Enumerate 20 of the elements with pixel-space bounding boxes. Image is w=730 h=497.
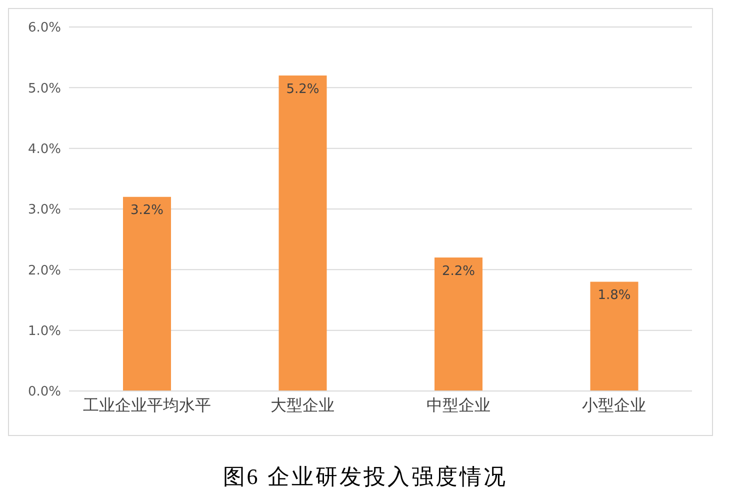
x-tick-label: 小型企业 [582,395,646,414]
data-label: 3.2% [130,203,164,218]
x-tick-label: 中型企业 [426,395,490,414]
y-tick-label: 1.0% [28,324,61,339]
x-tick-label: 大型企业 [270,395,335,414]
data-label: 1.8% [598,288,631,304]
y-tick-label: 3.0% [28,202,61,218]
bar [590,282,638,391]
y-tick-label: 6.0% [28,20,61,36]
data-label: 2.2% [442,264,476,279]
y-tick-label: 4.0% [28,142,61,157]
y-tick-label: 2.0% [28,263,61,278]
bar [123,196,171,391]
bar [278,76,327,391]
text: 图6 企业研发投入强度情况 [222,463,508,491]
x-tick-label: 工业企业平均水平 [82,395,211,414]
y-tick-label: 5.0% [28,81,61,96]
y-tick-label: 0.0% [28,384,61,400]
data-label: 5.2% [286,82,320,97]
bar [434,258,482,391]
